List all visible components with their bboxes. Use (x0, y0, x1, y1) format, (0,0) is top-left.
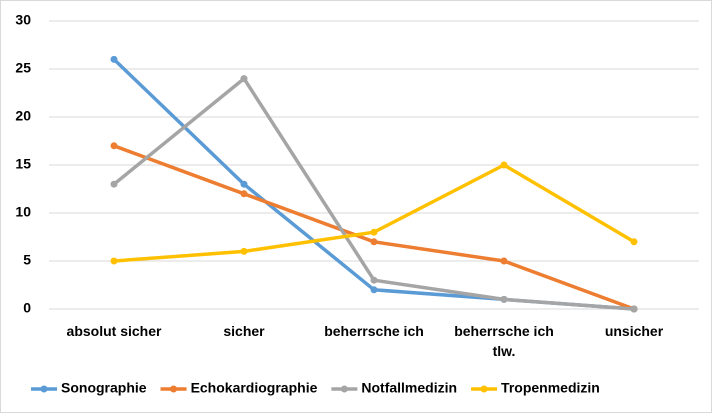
data-point (500, 295, 508, 303)
y-tick-label: 5 (23, 252, 31, 268)
y-tick-label: 10 (15, 204, 31, 220)
data-point (240, 75, 248, 83)
data-point (240, 247, 248, 255)
y-tick-label: 15 (15, 156, 31, 172)
series-line (113, 144, 635, 311)
data-point (110, 180, 118, 188)
legend-label: Sonographie (61, 380, 147, 396)
data-point (240, 180, 248, 188)
data-point (630, 305, 638, 313)
data-point (500, 161, 508, 169)
data-point (500, 257, 508, 265)
y-tick-label: 30 (15, 12, 31, 28)
data-point (370, 238, 378, 246)
data-point (370, 276, 378, 284)
legend-label: Tropenmedizin (501, 380, 600, 396)
data-point (110, 257, 118, 265)
legend-marker (340, 385, 348, 393)
y-tick-label: 0 (23, 300, 31, 316)
data-point (370, 228, 378, 236)
data-point (240, 190, 248, 198)
legend-label: Echokardiographie (191, 380, 318, 396)
x-tick-label: beherrsche ich tlw. (454, 323, 554, 359)
data-point (370, 286, 378, 294)
data-point (630, 238, 638, 246)
x-tick-label: unsicher (604, 323, 664, 339)
data-point (110, 55, 118, 63)
y-tick-label: 25 (15, 60, 31, 76)
series-line (112, 58, 635, 311)
legend-marker (480, 385, 488, 393)
legend-marker (40, 385, 48, 393)
x-tick-label: absolut sicher (66, 323, 162, 339)
legend-label: Notfallmedizin (361, 380, 457, 396)
x-tick-label: beherrsche ich (324, 323, 424, 339)
x-tick-label: sicher (223, 323, 265, 339)
data-point (110, 142, 118, 150)
legend-marker (170, 385, 178, 393)
y-tick-label: 20 (15, 108, 31, 124)
